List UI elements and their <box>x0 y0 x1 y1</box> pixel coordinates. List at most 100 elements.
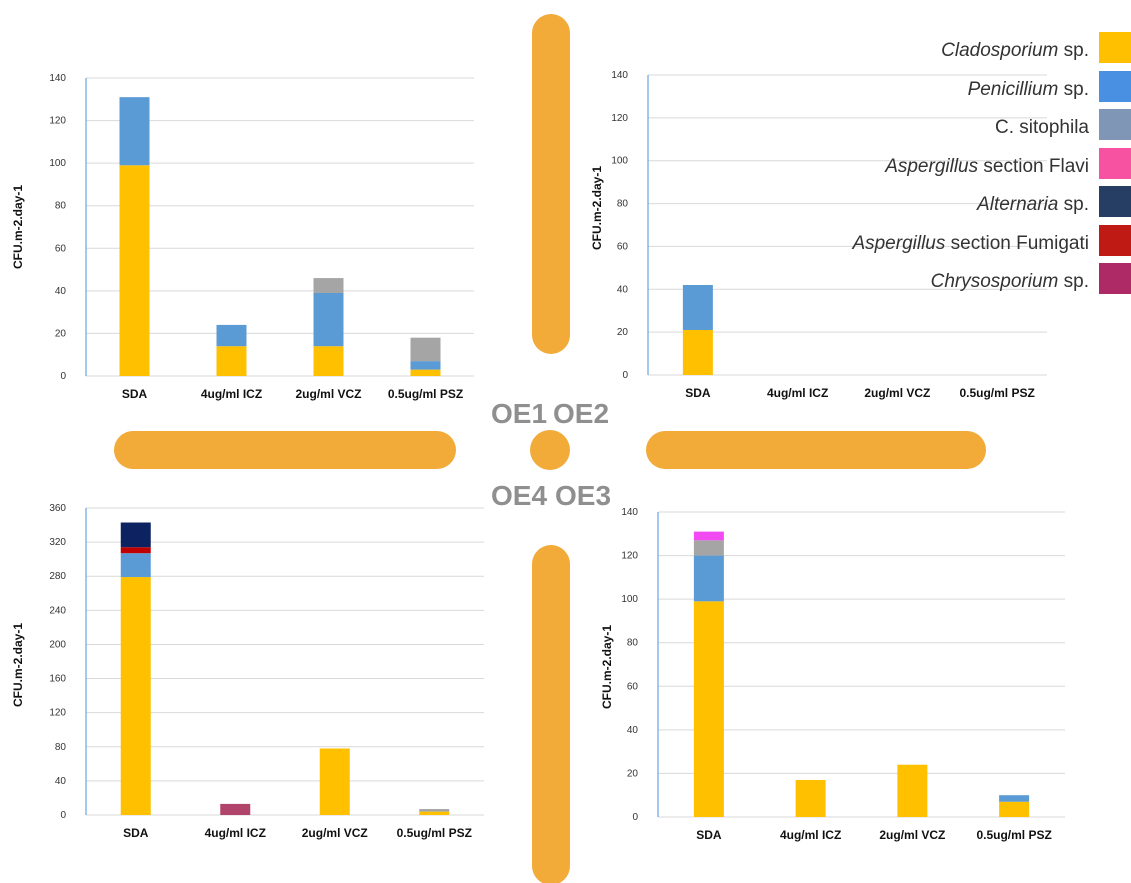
x-category-label: 0.5ug/ml PSZ <box>397 826 472 840</box>
y-tick-label: 60 <box>627 681 639 692</box>
legend-label: Penicillium sp. <box>968 79 1089 101</box>
legend-suffix: section Flavi <box>978 155 1089 177</box>
legend-item: Chrysosporium sp. <box>791 263 1131 302</box>
legend-suffix: C. sitophila <box>995 117 1089 138</box>
bar-segment <box>120 577 151 815</box>
bar-segment <box>795 779 826 817</box>
bar-segment <box>693 531 724 541</box>
y-tick-label: 80 <box>55 742 67 753</box>
x-category-label: 0.5ug/ml PSZ <box>976 828 1051 842</box>
legend-label: Chrysosporium sp. <box>931 271 1089 293</box>
x-category-label: SDA <box>122 387 148 401</box>
y-tick-label: 120 <box>611 113 628 124</box>
y-tick-label: 80 <box>627 638 639 649</box>
bar-segment <box>897 764 928 817</box>
bar-segment <box>410 337 441 362</box>
y-tick-label: 20 <box>627 768 639 779</box>
legend-item: Penicillium sp. <box>791 70 1131 110</box>
chart-bottom-right: 0 20 40 60 80 100 120 140 CFU.m-2.day-1 SDA 4ug/ml… <box>600 507 1065 842</box>
x-category-label: 4ug/ml ICZ <box>767 386 828 400</box>
legend-item: Aspergillus section Fumigati <box>791 224 1131 264</box>
y-axis-title: CFU.m-2.day-1 <box>11 623 25 707</box>
bar-segment <box>119 165 150 376</box>
legend-suffix: sp. <box>1058 40 1089 61</box>
y-tick-label: 20 <box>55 328 67 339</box>
bar-segment <box>682 285 713 330</box>
y-tick-label: 60 <box>55 243 67 254</box>
x-category-label: SDA <box>696 828 722 842</box>
bar-segment <box>319 748 350 815</box>
x-category-label: 4ug/ml ICZ <box>780 828 841 842</box>
legend-genus: Chrysosporium <box>930 271 1059 292</box>
y-tick-label: 200 <box>49 639 66 650</box>
y-tick-label: 40 <box>627 725 639 736</box>
y-tick-label: 40 <box>55 286 67 297</box>
y-tick-label: 60 <box>617 241 629 252</box>
bar-segment <box>120 522 151 548</box>
y-tick-label: 100 <box>621 594 638 605</box>
legend-item: Aspergillus section Flavi <box>791 147 1131 187</box>
bar-segment <box>313 278 344 293</box>
y-tick-label: 320 <box>49 537 66 548</box>
separator-top <box>532 14 570 354</box>
legend-suffix: section Fumigati <box>945 232 1089 254</box>
separator-left <box>114 431 456 469</box>
y-tick-label: 120 <box>621 551 638 562</box>
y-tick-label: 140 <box>611 70 628 81</box>
x-category-label: 2ug/ml VCZ <box>864 386 930 400</box>
x-category-label: 4ug/ml ICZ <box>205 826 266 840</box>
y-tick-label: 140 <box>49 73 66 84</box>
y-tick-label: 160 <box>49 674 66 685</box>
y-tick-label: 0 <box>60 810 66 821</box>
bar-segment <box>313 292 344 347</box>
legend-item: Alternaria sp. <box>791 186 1131 225</box>
chart-top-right: 0 20 40 60 80 100 120 140 CFU.m-2.day-1 SDA 4ug/ml… <box>590 70 1047 400</box>
legend-label: Cladosporium sp. <box>941 40 1089 62</box>
y-tick-label: 120 <box>49 116 66 127</box>
legend-genus: Penicillium <box>967 78 1059 100</box>
legend-swatch <box>1099 263 1131 294</box>
zone-label-oe4: OE4 <box>491 480 547 511</box>
bar-segment <box>682 330 713 375</box>
legend-genus: Aspergillus <box>885 155 979 177</box>
legend-genus: Cladosporium <box>941 40 1059 61</box>
legend-swatch <box>1099 147 1131 179</box>
y-axis-title: CFU.m-2.day-1 <box>11 185 25 269</box>
y-tick-label: 140 <box>621 507 638 518</box>
bar-segment <box>410 369 441 376</box>
chart-top-left: 0 20 40 60 80 100 120 140 CFU.m-2.day-1 SDA 4ug/ml… <box>11 73 474 401</box>
separator-right <box>646 431 986 469</box>
bar-segment <box>216 324 247 347</box>
bar-segment <box>693 540 724 556</box>
zone-label-oe2: OE2 <box>553 398 609 429</box>
legend-swatch <box>1099 109 1131 140</box>
legend-swatch <box>1099 186 1131 217</box>
x-category-label: 2ug/ml VCZ <box>295 387 361 401</box>
bar-segment <box>216 346 247 376</box>
legend-genus: Aspergillus <box>852 232 946 254</box>
legend: Cladosporium sp. Penicillium sp. C. sitoph… <box>791 32 1131 302</box>
y-tick-label: 0 <box>632 812 638 823</box>
bar-segment <box>419 811 450 815</box>
chart-bottom-left: 0 40 80 120 160 200 240 280 320 360 CFU.m-2.day-1 S… <box>11 503 484 840</box>
y-tick-label: 0 <box>60 371 66 382</box>
zone-label-oe3: OE3 <box>555 480 611 511</box>
separator-shapes <box>114 14 986 883</box>
separator-bottom <box>532 545 570 883</box>
legend-item: C. sitophila <box>791 109 1131 148</box>
y-tick-label: 100 <box>611 156 628 167</box>
bar-segment <box>120 553 151 578</box>
y-tick-label: 120 <box>49 708 66 719</box>
bar-segment <box>419 809 450 812</box>
y-tick-label: 240 <box>49 605 66 616</box>
legend-suffix: sp. <box>1058 271 1089 292</box>
legend-swatch <box>1099 32 1131 63</box>
legend-suffix: sp. <box>1058 194 1089 215</box>
legend-genus: Alternaria <box>977 194 1059 215</box>
zone-label-oe1: OE1 <box>491 398 547 429</box>
bar-segment <box>119 97 150 166</box>
charts-layer: 0 20 40 60 80 100 120 140 CFU.m-2.day-1 SDA 4ug/ml… <box>11 70 1065 842</box>
bar-segment <box>120 547 151 554</box>
bar-segment <box>693 555 724 602</box>
